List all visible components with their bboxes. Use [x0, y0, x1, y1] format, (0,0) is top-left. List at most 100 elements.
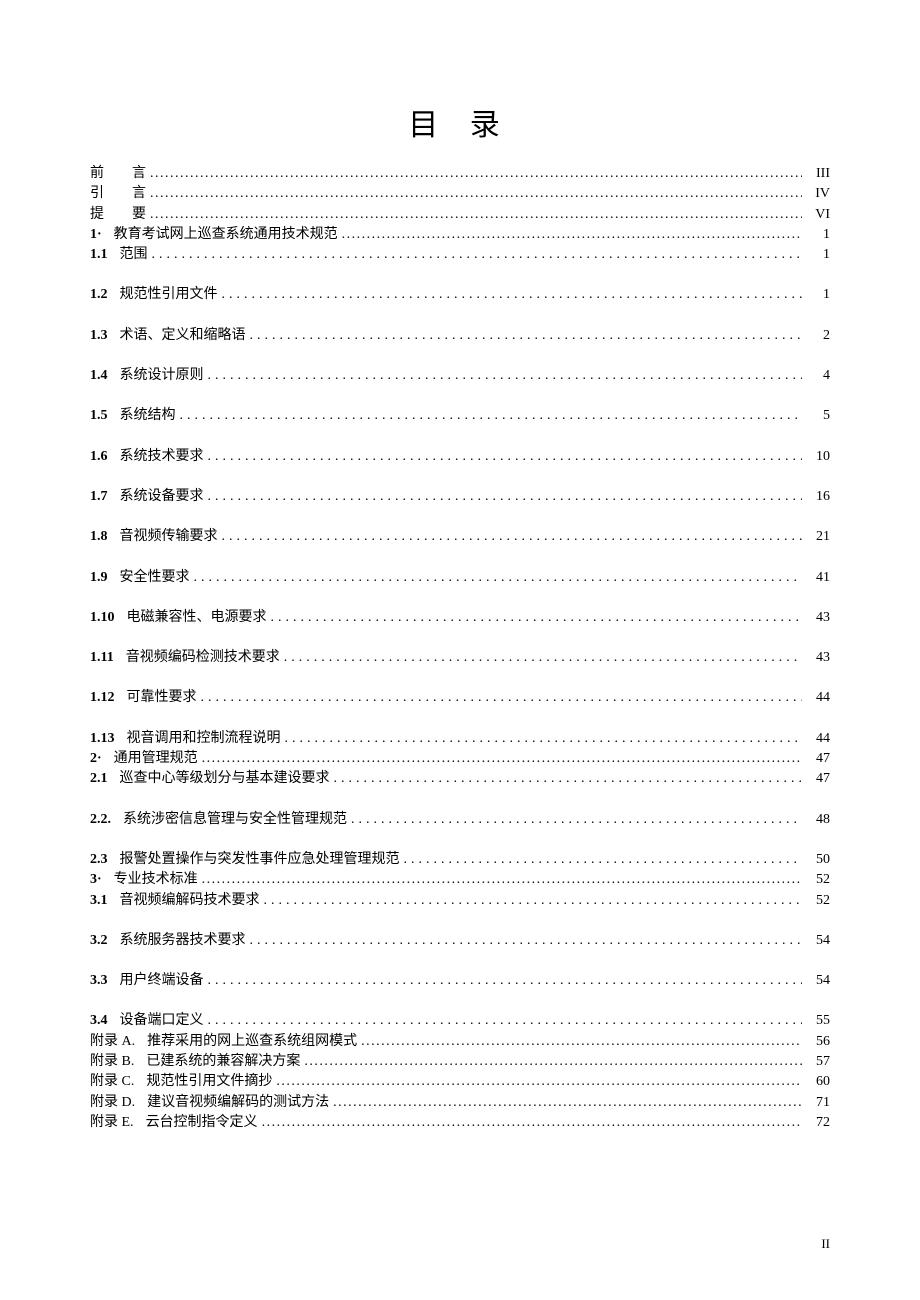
toc-entry-label: 系统服务器技术要求	[120, 931, 246, 951]
toc-entry-page: 44	[806, 688, 830, 708]
toc-entry-page: 71	[806, 1093, 830, 1113]
toc-entry-label: 教育考试网上巡查系统通用技术规范	[114, 225, 338, 245]
toc-entry-label: 系统技术要求	[120, 447, 204, 467]
toc-entry: 1.9安全性要求................................…	[90, 568, 830, 588]
toc-entry-page: VI	[806, 205, 830, 225]
toc-entry-number: 3.2	[90, 931, 108, 951]
toc-entry-label: 规范性引用文件摘抄	[146, 1072, 272, 1092]
toc-entry-label: 电磁兼容性、电源要求	[127, 608, 267, 628]
toc-entry-page: 44	[806, 729, 830, 749]
toc-entry-label: 建议音视频编解码的测试方法	[147, 1093, 329, 1113]
toc-entry-number: 附录 C.	[90, 1072, 134, 1092]
toc-entry-page: 48	[806, 810, 830, 830]
toc-entry: 附录 A.推荐采用的网上巡查系统组网模式....................…	[90, 1032, 830, 1052]
toc-entry-page: 52	[806, 891, 830, 911]
toc-entry-label: 通用管理规范	[114, 749, 198, 769]
toc-entry-page: 5	[806, 406, 830, 426]
toc-entry-number: 2.3	[90, 850, 108, 870]
toc-entry-label: 引 言	[90, 184, 146, 204]
toc-entry-page: 72	[806, 1113, 830, 1133]
toc-entry-label: 专业技术标准	[114, 870, 198, 890]
toc-entry: 1.11音视频编码检测技术要求.........................…	[90, 648, 830, 668]
toc-entry-number: 1.7	[90, 487, 108, 507]
toc-leader-dots: ........................................…	[285, 729, 803, 749]
toc-entry: 2.3报警处置操作与突发性事件应急处理管理规范.................…	[90, 850, 830, 870]
toc-leader-dots: ........................................…	[361, 1032, 802, 1052]
toc-entry: 附录 C. 规范性引用文件摘抄..........................…	[90, 1072, 830, 1092]
toc-entry-page: 47	[806, 769, 830, 789]
toc-entry: 3.1音视频编解码技术要求...........................…	[90, 891, 830, 911]
toc-leader-dots: ........................................…	[201, 688, 803, 708]
toc-title: 目 录	[90, 100, 830, 144]
toc-entry: 提 要.....................................…	[90, 205, 830, 225]
toc-entry-number: 1.12	[90, 688, 115, 708]
toc-entry-page: IV	[806, 184, 830, 204]
toc-entry-number: 附录 E.	[90, 1113, 134, 1133]
toc-leader-dots: ........................................…	[208, 366, 803, 386]
toc-entry-label: 报警处置操作与突发性事件应急处理管理规范	[120, 850, 400, 870]
toc-entry-page: 21	[806, 527, 830, 547]
toc-entry: 1·教育考试网上巡查系统通用技术规范......................…	[90, 225, 830, 245]
toc-entry: 1.8音视频传输要求..............................…	[90, 527, 830, 547]
toc-entry-number: 1.10	[90, 608, 115, 628]
toc-entry-number: 1.6	[90, 447, 108, 467]
toc-list: 前 言.....................................…	[90, 164, 830, 1133]
toc-entry-label: 音视频编解码技术要求	[120, 891, 260, 911]
toc-entry: 附录 E.云台控制指令定义...........................…	[90, 1113, 830, 1133]
toc-entry-page: 43	[806, 608, 830, 628]
toc-entry-number: 1·	[90, 225, 102, 245]
toc-entry-number: 3.4	[90, 1011, 108, 1031]
toc-leader-dots: ........................................…	[208, 447, 803, 467]
toc-entry-number: 1.5	[90, 406, 108, 426]
toc-entry: 1.10 电磁兼容性、电源要求..........................…	[90, 608, 830, 628]
toc-entry: 附录 D.建议音视频编解码的测试方法......................…	[90, 1093, 830, 1113]
toc-leader-dots: ........................................…	[222, 527, 803, 547]
toc-entry-label: 范围	[120, 245, 148, 265]
toc-entry-page: 2	[806, 326, 830, 346]
toc-leader-dots: ........................................…	[208, 487, 803, 507]
toc-entry-label: 提 要	[90, 205, 146, 225]
toc-leader-dots: ........................................…	[276, 1072, 802, 1092]
toc-entry-page: 56	[806, 1032, 830, 1052]
toc-entry: 1.4 系统设计原则...............................…	[90, 366, 830, 386]
toc-entry-page: 54	[806, 971, 830, 991]
toc-entry-label: 已建系统的兼容解决方案	[146, 1052, 300, 1072]
toc-leader-dots: ........................................…	[304, 1052, 802, 1072]
toc-leader-dots: ........................................…	[284, 648, 802, 668]
toc-leader-dots: ........................................…	[180, 406, 803, 426]
toc-leader-dots: ........................................…	[152, 245, 803, 265]
toc-entry: 3.3用户终端设备...............................…	[90, 971, 830, 991]
toc-entry: 1.7 系统设备要求...............................…	[90, 487, 830, 507]
toc-entry: 1.5系统结构.................................…	[90, 406, 830, 426]
toc-entry-number: 附录 A.	[90, 1032, 135, 1052]
toc-entry-number: 2.1	[90, 769, 108, 789]
toc-entry: 1.2规范性引用文件..............................…	[90, 285, 830, 305]
toc-entry-page: 4	[806, 366, 830, 386]
toc-entry: 1.12 可靠性要求...............................…	[90, 688, 830, 708]
toc-entry-label: 可靠性要求	[127, 688, 197, 708]
toc-entry-label: 系统设备要求	[120, 487, 204, 507]
toc-entry-number: 1.4	[90, 366, 108, 386]
toc-entry-label: 规范性引用文件	[120, 285, 218, 305]
toc-entry: 前 言.....................................…	[90, 164, 830, 184]
toc-entry: 附录 B.已建系统的兼容解决方案........................…	[90, 1052, 830, 1072]
toc-leader-dots: ........................................…	[333, 1093, 802, 1113]
toc-entry: 1.6 系统技术要求...............................…	[90, 447, 830, 467]
toc-entry: 3.2系统服务器技术要求............................…	[90, 931, 830, 951]
toc-entry-number: 2·	[90, 749, 102, 769]
toc-entry: 3·专业技术标准................................…	[90, 870, 830, 890]
toc-entry-label: 视音调用和控制流程说明	[127, 729, 281, 749]
toc-entry-page: 1	[806, 285, 830, 305]
toc-leader-dots: ........................................…	[150, 164, 802, 184]
toc-entry-number: 2.2.	[90, 810, 111, 830]
toc-entry-page: 10	[806, 447, 830, 467]
toc-leader-dots: ........................................…	[202, 870, 802, 890]
toc-entry-page: 43	[806, 648, 830, 668]
toc-entry-label: 术语、定义和缩略语	[120, 326, 246, 346]
toc-entry-label: 系统设计原则	[120, 366, 204, 386]
toc-leader-dots: ........................................…	[222, 285, 803, 305]
toc-entry-label: 用户终端设备	[120, 971, 204, 991]
toc-leader-dots: ........................................…	[202, 749, 802, 769]
toc-leader-dots: ........................................…	[271, 608, 803, 628]
toc-entry-page: 47	[806, 749, 830, 769]
